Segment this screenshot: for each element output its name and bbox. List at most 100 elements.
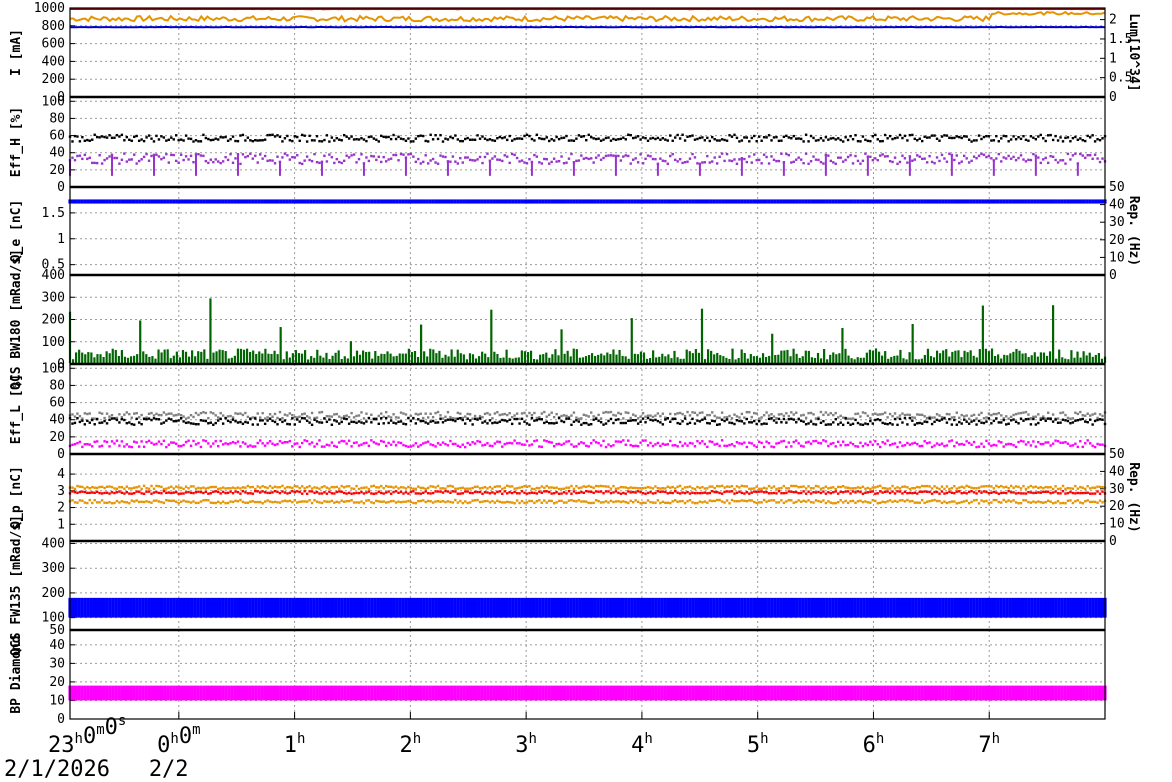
data-point bbox=[664, 138, 667, 141]
data-point bbox=[179, 492, 183, 495]
data-point bbox=[550, 499, 553, 503]
data-point bbox=[244, 491, 247, 494]
data-point bbox=[656, 441, 660, 445]
data-point bbox=[498, 420, 502, 423]
data-point bbox=[970, 500, 973, 504]
data-point bbox=[1069, 487, 1072, 490]
data-point bbox=[540, 418, 544, 421]
data-point bbox=[760, 423, 763, 426]
data-point bbox=[839, 414, 842, 418]
data-point bbox=[995, 498, 998, 502]
data-point bbox=[345, 485, 348, 488]
data-point bbox=[671, 444, 674, 447]
data-point bbox=[701, 501, 704, 504]
data-point bbox=[851, 490, 855, 493]
data-point bbox=[772, 415, 776, 418]
data-point bbox=[874, 440, 877, 443]
data-point bbox=[686, 500, 689, 503]
data-point bbox=[557, 137, 561, 141]
data-point bbox=[609, 154, 613, 157]
data-point bbox=[1019, 154, 1023, 157]
data-point bbox=[883, 422, 887, 425]
data-point bbox=[83, 153, 87, 157]
data-point bbox=[115, 418, 119, 422]
data-point bbox=[856, 490, 860, 493]
data-point bbox=[985, 439, 988, 443]
data-point bbox=[375, 418, 378, 421]
data-point bbox=[387, 500, 390, 504]
data-point bbox=[444, 500, 447, 504]
data-point bbox=[91, 161, 94, 165]
data-point bbox=[792, 440, 795, 444]
data-point bbox=[298, 420, 301, 423]
data-point bbox=[728, 414, 731, 418]
data-point bbox=[155, 153, 158, 156]
data-point bbox=[345, 500, 348, 503]
data-point bbox=[893, 417, 897, 421]
data-point bbox=[641, 136, 645, 139]
data-point bbox=[587, 490, 590, 493]
data-point bbox=[303, 490, 306, 493]
data-point bbox=[466, 487, 469, 490]
data-point bbox=[152, 414, 156, 417]
data-point bbox=[288, 423, 292, 426]
data-point bbox=[231, 500, 235, 504]
data-point bbox=[382, 440, 385, 444]
data-point bbox=[570, 443, 573, 446]
data-point bbox=[982, 153, 986, 157]
data-point bbox=[120, 440, 124, 443]
data-point bbox=[365, 156, 368, 159]
data-point bbox=[128, 501, 131, 505]
data-point bbox=[342, 417, 346, 420]
data-point bbox=[335, 136, 338, 140]
data-point bbox=[893, 156, 897, 159]
data-point bbox=[745, 445, 749, 449]
data-point bbox=[570, 414, 573, 417]
data-point bbox=[683, 486, 687, 489]
data-point bbox=[217, 444, 220, 448]
data-point bbox=[83, 487, 87, 490]
data-point bbox=[876, 443, 879, 446]
data-point bbox=[459, 156, 462, 160]
data-point bbox=[488, 419, 492, 422]
data-point bbox=[792, 413, 795, 416]
data-point bbox=[782, 492, 786, 495]
data-point bbox=[671, 485, 674, 489]
data-point bbox=[624, 138, 627, 141]
data-point bbox=[646, 499, 650, 502]
data-point bbox=[202, 411, 205, 414]
data-point bbox=[664, 159, 667, 163]
data-point bbox=[449, 484, 452, 488]
data-point bbox=[928, 441, 931, 444]
data-point bbox=[644, 136, 647, 140]
data-point bbox=[1084, 442, 1087, 445]
data-point bbox=[387, 490, 390, 493]
data-point bbox=[688, 485, 692, 488]
data-point bbox=[745, 491, 749, 494]
data-point bbox=[244, 442, 247, 445]
data-point bbox=[570, 152, 573, 156]
data-point bbox=[313, 491, 316, 495]
data-point bbox=[669, 412, 672, 416]
data-point bbox=[145, 500, 148, 503]
data-point bbox=[135, 499, 138, 502]
data-point bbox=[812, 439, 815, 443]
data-point bbox=[214, 414, 217, 417]
data-point bbox=[755, 412, 758, 415]
data-point bbox=[1007, 154, 1010, 158]
data-point bbox=[278, 491, 282, 495]
data-point bbox=[572, 490, 576, 493]
data-point bbox=[229, 490, 232, 493]
data-point bbox=[995, 417, 998, 420]
data-point bbox=[1029, 158, 1033, 162]
data-point bbox=[1069, 499, 1072, 502]
data-point bbox=[762, 153, 766, 156]
data-point bbox=[730, 421, 734, 425]
data-point bbox=[725, 490, 729, 493]
data-point bbox=[619, 159, 623, 162]
data-point bbox=[145, 486, 148, 490]
data-point bbox=[1019, 417, 1023, 420]
data-point bbox=[422, 419, 425, 423]
data-point bbox=[748, 140, 751, 143]
data-point bbox=[1019, 439, 1023, 443]
